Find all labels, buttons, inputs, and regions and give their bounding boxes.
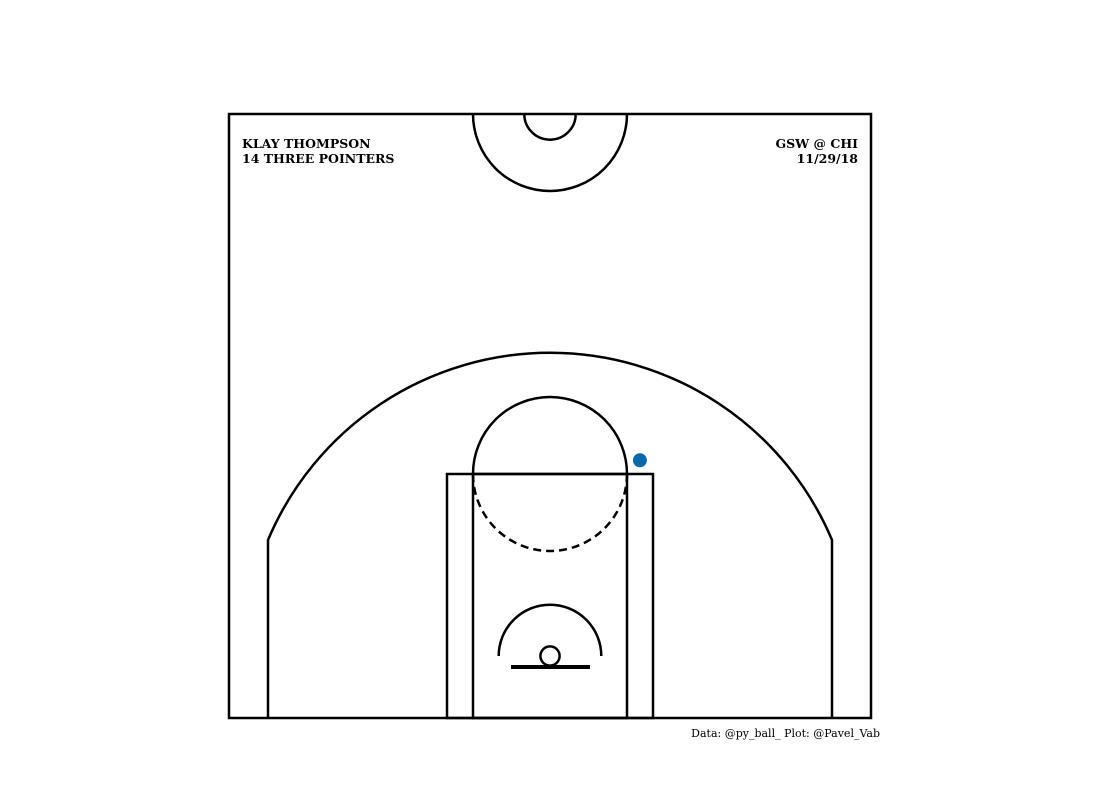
free-throw-circle-top xyxy=(471,395,629,475)
shot-summary: 14 THREE POINTERS xyxy=(242,151,394,166)
restricted-area-arc xyxy=(497,603,603,657)
center-circle-outer xyxy=(471,113,629,193)
court-boundary xyxy=(227,112,873,720)
credits: Data: @py_ball_ Plot: @Pavel_Vab xyxy=(691,727,880,740)
player-name: KLAY THOMPSON xyxy=(242,136,371,151)
free-throw-circle-bottom xyxy=(471,473,629,553)
paint-inner xyxy=(471,472,629,720)
shot-marker xyxy=(632,453,647,468)
three-point-line xyxy=(266,351,834,718)
center-circle-inner xyxy=(523,113,577,141)
hoop xyxy=(539,645,561,667)
game-date: 11/29/18 xyxy=(797,151,859,166)
paint-outer xyxy=(445,472,655,720)
shot-markers xyxy=(632,453,647,468)
game-matchup: GSW @ CHI xyxy=(775,136,858,151)
